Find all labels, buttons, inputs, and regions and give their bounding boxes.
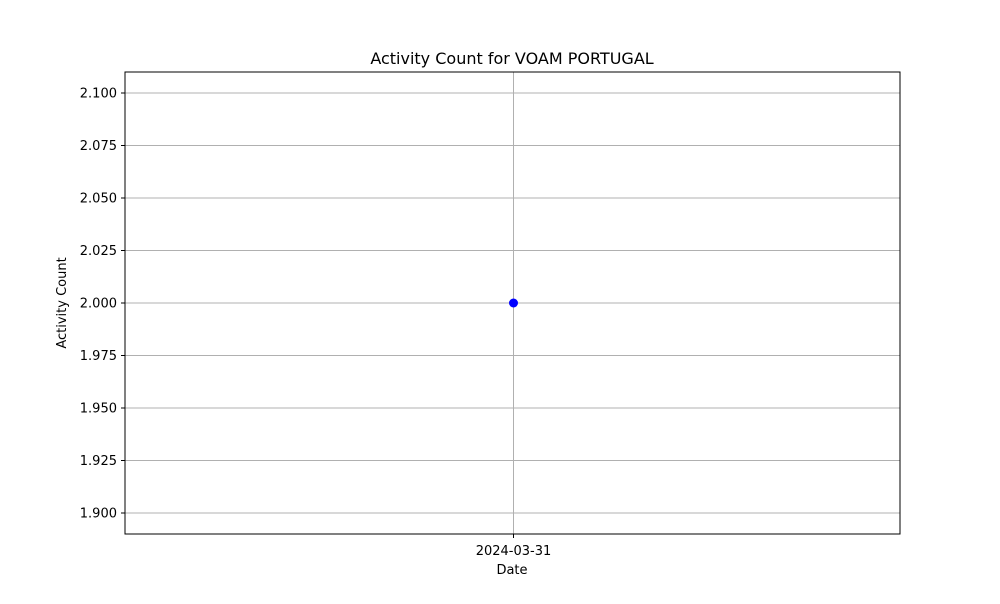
- y-tick-label: 2.100: [80, 87, 117, 102]
- y-tick-label: 2.025: [80, 244, 117, 259]
- y-tick-label: 1.925: [80, 454, 117, 469]
- y-tick-label: 1.975: [80, 349, 117, 364]
- y-axis-label: Activity Count: [55, 257, 70, 348]
- data-point: [509, 298, 518, 308]
- y-tick-label: 1.950: [80, 402, 117, 417]
- axis-ticks: 1.900 1.925 1.950 1.975 2.000 2.025 2.050 2.075…: [80, 87, 552, 560]
- x-tick-label: 2024-03-31: [476, 544, 552, 559]
- plot-area-frame: [124, 71, 901, 535]
- x-axis-label: Date: [496, 563, 527, 578]
- y-tick-label: 2.050: [80, 192, 117, 207]
- data-points: [509, 298, 518, 308]
- chart-title: Activity Count for VOAM PORTUGAL: [370, 49, 653, 68]
- y-tick-label: 1.900: [80, 507, 117, 522]
- y-tick-label: 2.075: [80, 139, 117, 154]
- y-tick-label: 2.000: [80, 297, 117, 312]
